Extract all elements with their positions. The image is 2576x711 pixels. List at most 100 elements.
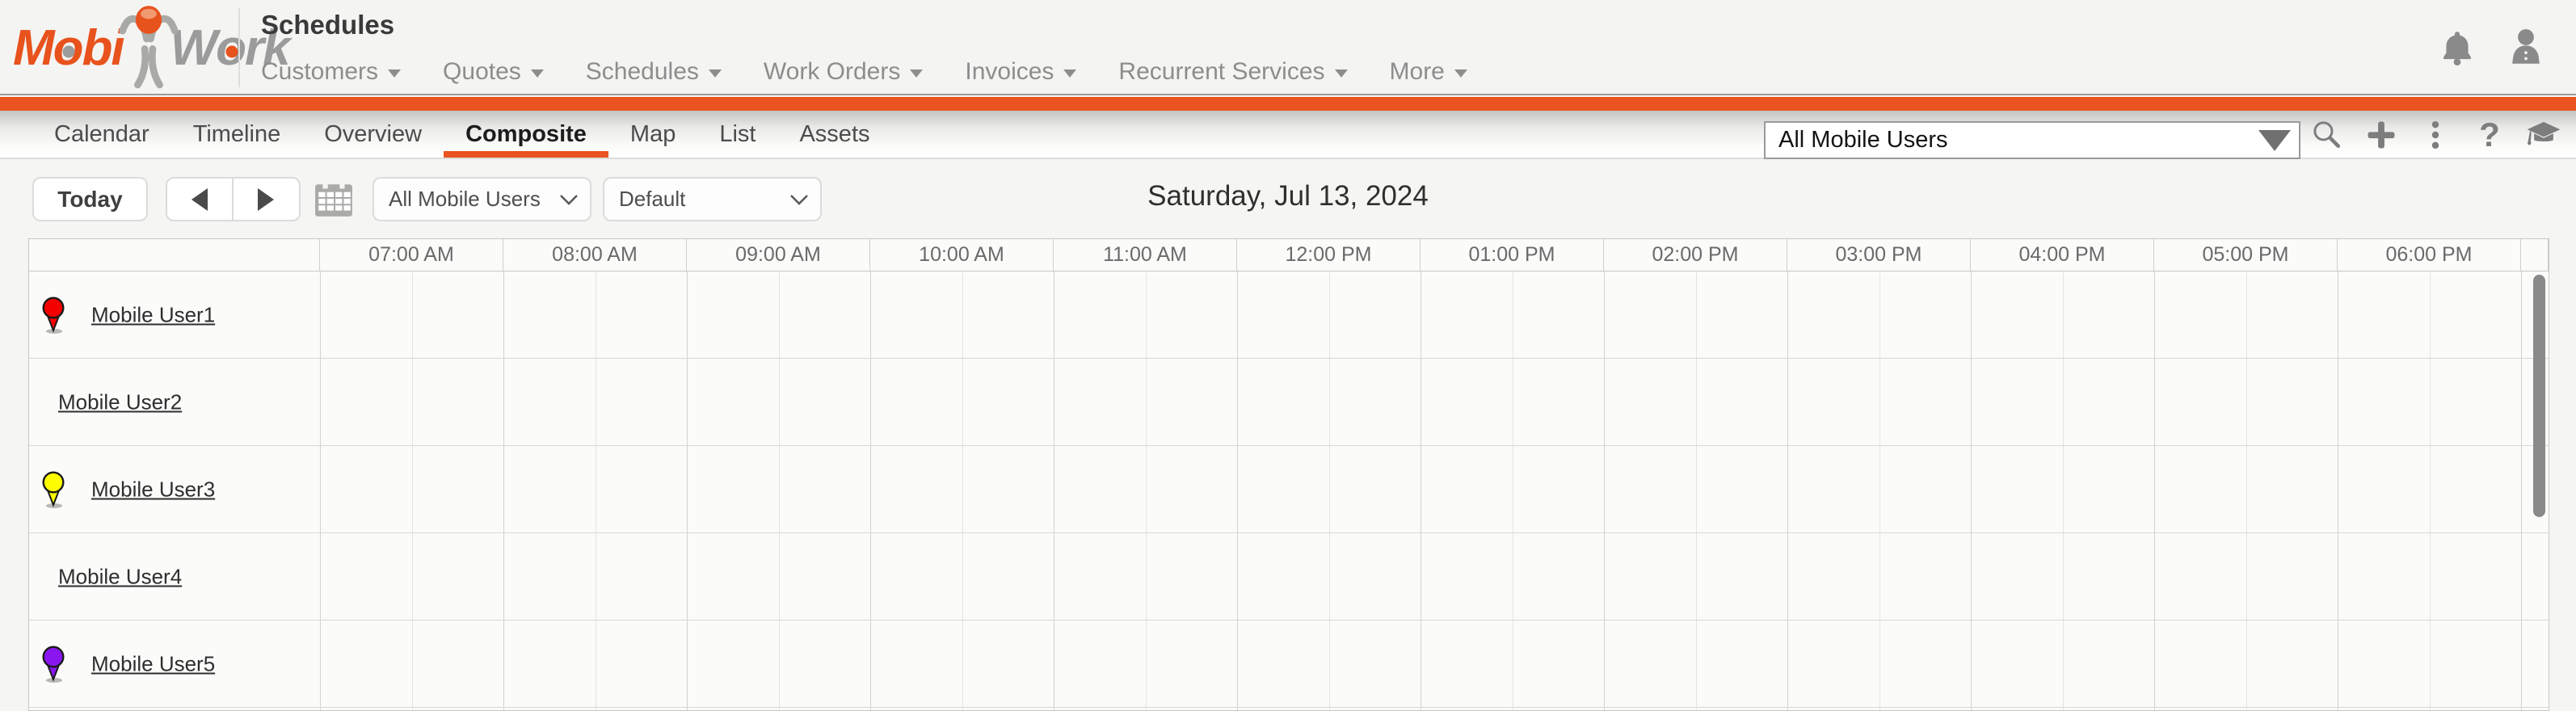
tab-list[interactable]: List: [719, 120, 756, 147]
view-tabs: Calendar Timeline Overview Composite Map List…: [54, 111, 870, 158]
account-icon[interactable]: [2505, 27, 2547, 68]
nav-item-work-orders[interactable]: Work Orders: [763, 58, 924, 86]
date-picker-button[interactable]: [314, 179, 354, 219]
schedule-row[interactable]: Mobile User5: [29, 621, 2549, 708]
header-divider: [238, 8, 240, 87]
nav-item-label: Recurrent Services: [1118, 58, 1325, 85]
schedule-row[interactable]: Mobile User1: [29, 271, 2549, 359]
grid-line-vertical: [2246, 271, 2247, 710]
main-nav: Customers Quotes Schedules Work Orders Invoi…: [261, 58, 1467, 86]
grid-line-vertical: [2062, 271, 2064, 710]
nav-item-quotes[interactable]: Quotes: [443, 58, 544, 86]
grid-line-vertical: [687, 271, 688, 710]
mobile-user-link[interactable]: Mobile User1: [91, 302, 216, 326]
grid-line-vertical: [778, 271, 780, 710]
composite-schedule-grid: 07:00 AM 08:00 AM 09:00 AM 10:00 AM 11:00 AM…: [28, 238, 2549, 711]
grid-line-vertical: [503, 271, 504, 710]
schedule-row[interactable]: Mobile User4: [29, 533, 2549, 621]
nav-item-label: Quotes: [443, 58, 521, 85]
nav-item-recurrent-services[interactable]: Recurrent Services: [1118, 58, 1348, 86]
grid-line-vertical: [2521, 271, 2522, 710]
mobile-user-link[interactable]: Mobile User3: [91, 477, 216, 501]
previous-arrow-icon: [191, 187, 208, 211]
nav-item-more[interactable]: More: [1390, 58, 1467, 86]
time-header-cell: 12:00 PM: [1237, 239, 1421, 271]
next-day-button[interactable]: [234, 179, 300, 220]
page-title: Schedules: [261, 10, 395, 40]
schedule-toolbar: Today All Mobile Users Default: [0, 161, 2576, 238]
training-icon[interactable]: [2526, 117, 2561, 153]
mobile-user-link[interactable]: Mobile User2: [58, 389, 183, 414]
grid-line-vertical: [320, 271, 321, 710]
time-header-cell: 05:00 PM: [2154, 239, 2338, 271]
grid-line-vertical: [870, 271, 871, 710]
tab-composite[interactable]: Composite: [444, 111, 608, 158]
vertical-scrollbar-thumb[interactable]: [2533, 275, 2545, 517]
logo-figure-icon: [119, 6, 179, 89]
view-preset-select[interactable]: Default: [603, 177, 822, 221]
grid-line-vertical: [2154, 271, 2155, 710]
previous-day-button[interactable]: [167, 179, 234, 220]
tab-timeline[interactable]: Timeline: [192, 120, 281, 147]
grid-line-vertical: [1879, 271, 1880, 710]
nav-item-label: Invoices: [965, 58, 1054, 85]
nav-item-invoices[interactable]: Invoices: [965, 58, 1077, 86]
resource-column-header: [29, 239, 320, 271]
grid-line-vertical: [1145, 271, 1147, 710]
current-date-title: Saturday, Jul 13, 2024: [1147, 180, 1429, 212]
add-icon[interactable]: [2363, 117, 2399, 153]
time-header-cell: 11:00 AM: [1054, 239, 1237, 271]
tab-calendar[interactable]: Calendar: [54, 120, 149, 147]
time-header-cell: 08:00 AM: [503, 239, 687, 271]
nav-item-customers[interactable]: Customers: [261, 58, 402, 86]
schedule-row[interactable]: Mobile User3: [29, 446, 2549, 533]
schedule-row[interactable]: [29, 708, 2549, 710]
map-pin-icon: [42, 470, 65, 508]
today-button[interactable]: Today: [32, 177, 148, 221]
schedule-body[interactable]: Mobile User1 Mobile User2 Mobile User3 Mobi…: [29, 271, 2549, 710]
schedule-row[interactable]: Mobile User2: [29, 359, 2549, 446]
view-preset-select-value: Default: [619, 187, 686, 211]
help-icon[interactable]: ?: [2472, 116, 2507, 154]
chevron-down-icon: [910, 69, 924, 78]
chevron-down-icon: [708, 69, 722, 78]
time-header-cell: 09:00 AM: [687, 239, 870, 271]
chevron-down-icon: [530, 69, 544, 78]
notifications-icon[interactable]: [2437, 27, 2477, 68]
nav-item-schedules[interactable]: Schedules: [586, 58, 722, 86]
nav-item-label: Schedules: [585, 58, 699, 85]
time-header-cell: 01:00 PM: [1421, 239, 1604, 271]
mobile-users-select[interactable]: All Mobile Users: [373, 177, 591, 221]
grid-line-vertical: [1604, 271, 1605, 710]
view-tabbar: Calendar Timeline Overview Composite Map List…: [0, 111, 2576, 159]
time-header-row: 07:00 AM 08:00 AM 09:00 AM 10:00 AM 11:00 AM…: [29, 239, 2549, 271]
chevron-down-icon: [1334, 69, 1348, 78]
grid-line-vertical: [1328, 271, 1330, 710]
next-arrow-icon: [258, 187, 275, 211]
map-pin-icon: [42, 645, 65, 683]
search-icon[interactable]: [2309, 117, 2345, 153]
chevron-down-icon: [1454, 69, 1467, 78]
grid-line-vertical: [962, 271, 963, 710]
time-header-cell: 03:00 PM: [1787, 239, 1971, 271]
top-header: Mobi Work Schedules CustomersQuotesSched…: [0, 0, 2576, 95]
nav-item-label: More: [1389, 58, 1445, 85]
header-icons: [2437, 27, 2547, 68]
grid-line-vertical: [2429, 271, 2431, 710]
mobile-users-dropdown-value: All Mobile Users: [1778, 127, 1948, 153]
nav-item-label: Work Orders: [763, 58, 901, 85]
grid-line-vertical: [1237, 271, 1238, 710]
calendar-icon: [315, 182, 352, 217]
chevron-down-icon: [1063, 69, 1077, 78]
tab-assets[interactable]: Assets: [799, 120, 870, 147]
mobile-users-dropdown[interactable]: All Mobile Users: [1764, 121, 2300, 159]
title-block: Schedules Customers Quotes Schedules Work O…: [261, 10, 1467, 86]
tab-map[interactable]: Map: [629, 120, 676, 147]
kebab-menu-icon[interactable]: [2418, 117, 2453, 153]
mobiwork-logo[interactable]: Mobi Work: [13, 5, 291, 92]
mobile-user-link[interactable]: Mobile User4: [58, 564, 183, 588]
mobile-user-link[interactable]: Mobile User5: [91, 651, 216, 675]
chevron-down-icon: [560, 194, 578, 205]
time-header-cell: 02:00 PM: [1604, 239, 1787, 271]
tab-overview[interactable]: Overview: [324, 120, 423, 147]
